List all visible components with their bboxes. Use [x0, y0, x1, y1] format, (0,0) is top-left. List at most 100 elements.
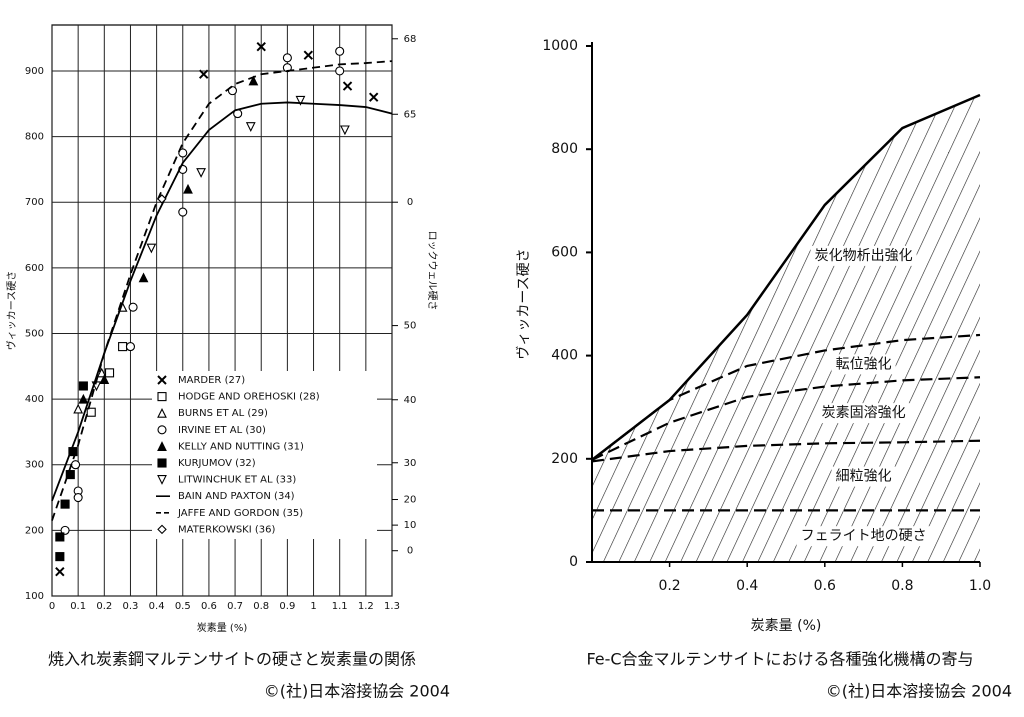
y-axis-label: ヴィッカース硬さ: [515, 248, 532, 359]
marker: [157, 458, 167, 468]
marker: [157, 194, 167, 204]
marker: [178, 207, 188, 217]
layer-label: 転位強化: [836, 356, 892, 372]
y2-tick-label: 10: [404, 520, 417, 531]
marker: [78, 393, 89, 404]
x-tick-label: 1.3: [384, 601, 400, 612]
marker: [157, 475, 167, 485]
y-tick-label: 600: [25, 263, 44, 274]
y2-tick-label: 65: [404, 109, 417, 120]
x-tick-label: 0.8: [891, 578, 913, 594]
marker: [303, 50, 314, 60]
marker: [178, 148, 188, 158]
caption: 焼入れ炭素鋼マルテンサイトの硬さと炭素量の関係: [48, 650, 416, 669]
marker: [138, 272, 149, 283]
y-tick-label: 900: [25, 66, 44, 77]
marker: [198, 69, 209, 79]
x-tick-label: 0.4: [149, 601, 165, 612]
marker: [342, 81, 353, 91]
legend-label: MARDER (27): [178, 375, 245, 386]
area-layer: [592, 440, 980, 511]
layer-boundary: [591, 93, 981, 461]
x-tick-label: 0: [49, 601, 55, 612]
y-tick-label: 200: [551, 451, 578, 467]
area-layer: [592, 95, 980, 460]
layer-label: 炭素固溶強化: [822, 405, 906, 421]
marker: [104, 368, 115, 378]
marker: [99, 374, 110, 384]
y2-tick-label: 50: [404, 321, 417, 332]
legend-label: BURNS ET AL (29): [178, 408, 268, 419]
layer-label: 細粒強化: [836, 469, 892, 485]
marker: [335, 46, 345, 56]
y-tick-label: 800: [551, 141, 578, 157]
x-tick-label: 0.8: [253, 601, 269, 612]
x-tick-label: 0.5: [175, 601, 191, 612]
marker: [78, 381, 88, 391]
marker: [256, 41, 266, 52]
legend-label: LITWINCHUK ET AL (33): [178, 475, 296, 486]
marker: [248, 75, 259, 86]
marker: [73, 493, 83, 503]
y2-tick-label: 68: [404, 34, 417, 45]
label-bg: [831, 466, 896, 487]
y2-tick-label: 30: [404, 458, 417, 469]
marker: [65, 470, 75, 480]
y2-tick-label: 0: [407, 546, 413, 557]
x-tick-label: 0.4: [736, 578, 758, 594]
x-tick-label: 1.1: [332, 601, 348, 612]
layer-label: フェライト地の硬さ: [801, 528, 927, 544]
marker: [86, 407, 96, 417]
marker: [340, 125, 350, 136]
y-tick-label: 1000: [542, 38, 578, 54]
x-axis-label: 炭素量 (%): [197, 621, 248, 634]
y-tick-label: 400: [551, 348, 578, 364]
marker: [157, 524, 167, 535]
y-axis-label: ヴィッカース硬さ: [5, 271, 18, 351]
legend-bg: [152, 371, 377, 539]
y2-tick-label: 20: [404, 495, 417, 506]
label-bg: [831, 354, 896, 375]
marker: [55, 567, 65, 577]
x-tick-label: 1: [310, 601, 316, 612]
y2-tick-label: 0: [407, 197, 413, 208]
y-tick-label: 400: [25, 394, 44, 405]
legend-label: KELLY AND NUTTING (31): [178, 441, 304, 452]
legend-label: IRVINE ET AL (30): [178, 425, 266, 436]
legend-label: HODGE AND OREHOSKI (28): [178, 392, 320, 403]
marker: [60, 525, 70, 535]
y2-tick-label: 40: [404, 395, 417, 406]
y-tick-label: 700: [25, 197, 44, 208]
x-tick-label: 0.2: [96, 601, 112, 612]
marker: [282, 53, 292, 63]
curve: [51, 60, 393, 521]
marker: [55, 552, 65, 562]
x-tick-label: 0.7: [227, 601, 243, 612]
marker: [125, 342, 136, 352]
x-axis-label: 炭素量 (%): [751, 618, 822, 634]
credit: ©(社)日本溶接協会 2004: [264, 682, 450, 701]
label-bg: [817, 403, 910, 424]
y-tick-label: 600: [551, 244, 578, 260]
x-tick-label: 1.0: [969, 578, 991, 594]
marker: [368, 92, 379, 102]
legend-label: JAFFE AND GORDON (35): [177, 508, 303, 519]
marker: [157, 425, 167, 435]
x-tick-label: 0.3: [123, 601, 139, 612]
marker: [60, 499, 70, 509]
x-tick-label: 1.2: [358, 601, 374, 612]
y2-axis-label: ロックウェル硬さ: [426, 231, 438, 311]
marker: [245, 122, 256, 132]
marker: [96, 367, 107, 378]
marker: [157, 441, 167, 451]
x-tick-label: 0.9: [279, 601, 295, 612]
marker: [146, 243, 157, 254]
marker: [118, 342, 128, 352]
x-tick-label: 0.6: [201, 601, 217, 612]
y-tick-label: 200: [25, 525, 44, 536]
y-tick-label: 0: [569, 554, 578, 570]
x-tick-label: 0.2: [658, 578, 680, 594]
marker: [183, 183, 193, 194]
marker: [55, 532, 65, 542]
